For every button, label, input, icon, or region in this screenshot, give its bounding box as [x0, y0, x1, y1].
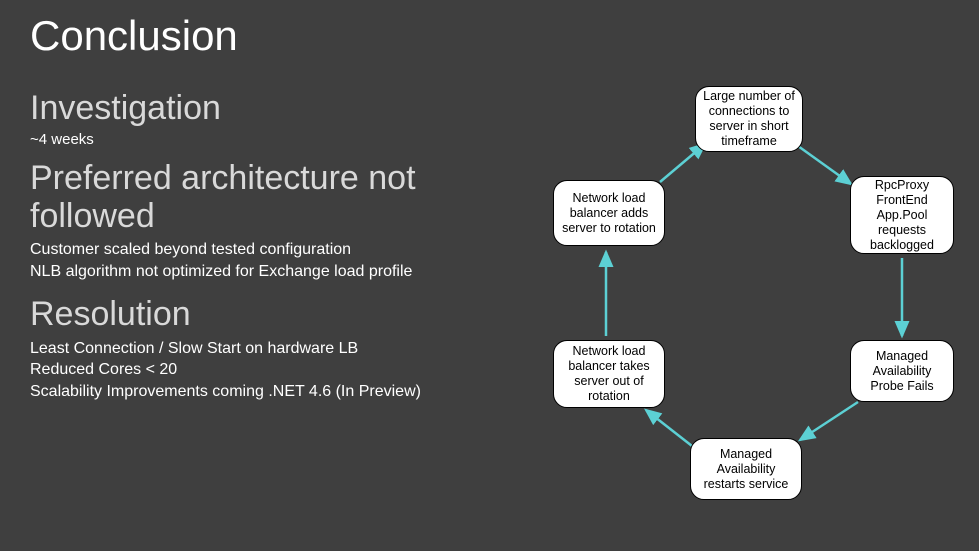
body-line: Least Connection / Slow Start on hardwar…	[30, 338, 540, 360]
node-bottom: Managed Availability restarts service	[690, 438, 802, 500]
node-lower_left: Network load balancer takes server out o…	[553, 340, 665, 408]
node-top: Large number of connections to server in…	[695, 86, 803, 152]
arrow-upper_left-to-top	[660, 144, 705, 182]
section-preferred: Preferred architecture not followed Cust…	[30, 160, 540, 282]
body-resolution: Least Connection / Slow Start on hardwar…	[30, 338, 540, 403]
body-line: Scalability Improvements coming .NET 4.6…	[30, 381, 540, 403]
body-line: NLB algorithm not optimized for Exchange…	[30, 261, 540, 283]
body-line: Reduced Cores < 20	[30, 359, 540, 381]
node-upper_right: RpcProxy FrontEnd App.Pool requests back…	[850, 176, 954, 254]
content-column: Investigation ~4 weeks Preferred archite…	[30, 90, 540, 417]
heading-resolution: Resolution	[30, 296, 540, 333]
section-investigation: Investigation ~4 weeks	[30, 90, 540, 148]
slide-title: Conclusion	[0, 0, 979, 60]
cycle-diagram: Large number of connections to server in…	[540, 80, 970, 540]
body-preferred: Customer scaled beyond tested configurat…	[30, 239, 540, 282]
arrow-lower_right-to-bottom	[800, 402, 858, 440]
arrow-top-to-upper_right	[798, 146, 851, 184]
node-upper_left: Network load balancer adds server to rot…	[553, 180, 665, 246]
heading-investigation: Investigation	[30, 90, 540, 127]
section-resolution: Resolution Least Connection / Slow Start…	[30, 296, 540, 402]
body-line: Customer scaled beyond tested configurat…	[30, 239, 540, 261]
sub-investigation: ~4 weeks	[30, 131, 540, 148]
arrow-bottom-to-lower_left	[646, 410, 692, 446]
node-lower_right: Managed Availability Probe Fails	[850, 340, 954, 402]
heading-preferred: Preferred architecture not followed	[30, 160, 540, 235]
